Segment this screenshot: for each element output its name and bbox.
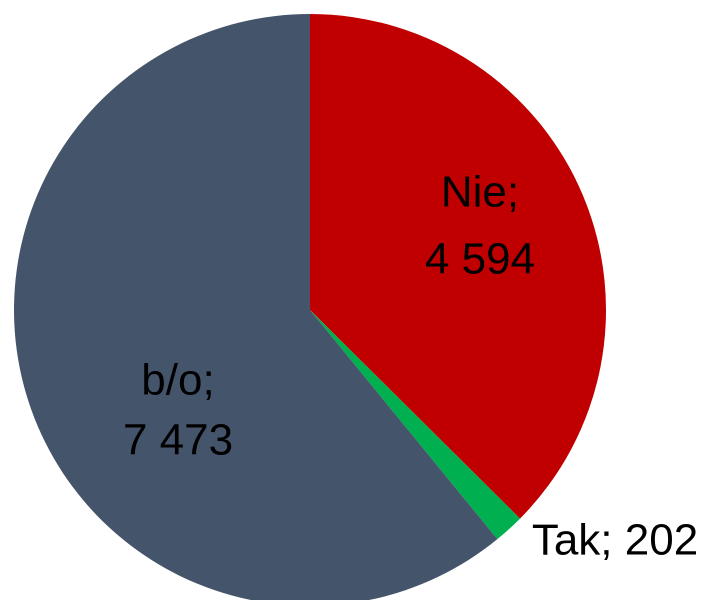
data-label: Tak; 202 — [532, 516, 698, 565]
pie-slice — [14, 14, 498, 600]
data-label: Nie; — [441, 168, 519, 217]
pie-slice — [310, 14, 607, 519]
data-label: 4 594 — [425, 235, 535, 284]
data-label: 7 473 — [123, 416, 233, 465]
data-label: b/o; — [141, 356, 214, 405]
pie-slice — [310, 310, 521, 540]
